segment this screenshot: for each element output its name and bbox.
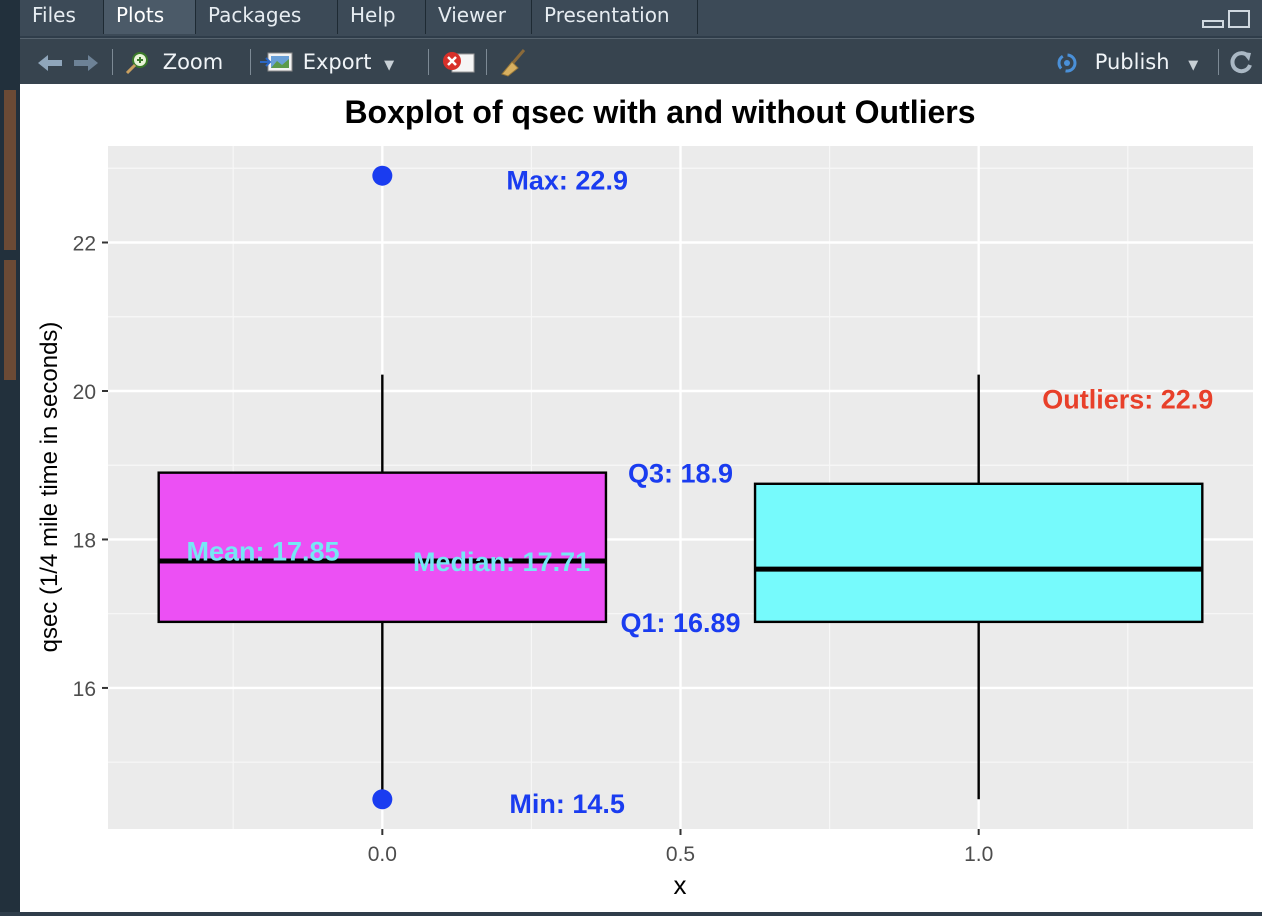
toolbar-separator [250,49,251,75]
pane-tab-bar: Files Plots Packages Help Viewer Present… [20,0,1262,36]
x-tick-label: 1.0 [964,843,993,866]
left-strip-decoration [4,90,16,250]
publish-label: Publish [1094,50,1170,74]
toolbar-separator [428,49,429,75]
tab-label: Packages [208,3,302,27]
annotation-label: Q1: 16.89 [620,608,740,638]
left-strip-decoration [4,260,16,380]
left-edge-strip [0,0,20,912]
forward-arrow-icon [74,55,98,71]
x-axis-label: x [674,870,687,900]
annotation-label: Mean: 17.85 [187,537,340,567]
maximize-icon[interactable] [1228,10,1250,28]
tab-label: Plots [116,3,165,27]
export-button[interactable]: Export ▼ [260,39,394,85]
annotations: Max: 22.9 Min: 14.5 Q3: 18.9 Q1: 16.89 Mean:… [187,165,1214,819]
toolbar-separator [1218,49,1219,75]
y-tick-label: 22 [73,233,96,256]
clear-plot-icon [443,52,475,73]
plot-toolbar: Zoom Export ▼ Publish ▼ [20,38,1262,85]
boxplot-chart: Boxplot of qsec with and without Outlier… [36,94,1253,900]
plot-viewport: Boxplot of qsec with and without Outlier… [20,84,1262,912]
tab-label: Help [350,3,396,27]
tab-help[interactable]: Help [338,0,426,34]
refresh-button[interactable] [1228,39,1254,85]
tab-packages[interactable]: Packages [196,0,338,34]
y-tick-label: 18 [73,529,96,552]
zoom-label: Zoom [162,50,224,74]
toolbar-separator [112,49,113,75]
chevron-down-icon: ▼ [384,58,395,73]
y-tick-label: 16 [73,678,96,701]
window-controls [1198,10,1250,32]
x-tick-label: 0.5 [666,843,695,866]
summary-point [372,165,393,186]
summary-points [372,165,393,810]
tab-files[interactable]: Files [20,0,104,34]
boxplots [157,374,1204,800]
boxplot-0 [157,374,608,800]
minimize-icon[interactable] [1202,20,1224,28]
toolbar-separator [486,49,487,75]
y-axis: 16 18 20 22 [73,233,108,701]
tab-viewer[interactable]: Viewer [426,0,532,34]
export-label: Export [302,50,372,74]
back-arrow-icon [38,55,62,71]
chevron-down-icon: ▼ [1188,58,1199,73]
zoom-button[interactable]: Zoom [124,39,223,85]
broom-icon [501,49,526,77]
tab-label: Files [32,3,76,27]
tab-label: Viewer [438,3,506,27]
annotation-label: Min: 14.5 [509,789,625,819]
annotation-label: Outliers: 22.9 [1042,384,1213,414]
forward-button[interactable] [72,39,100,85]
annotation-label: Median: 17.71 [413,547,590,577]
publish-icon [1057,53,1077,73]
y-tick-label: 20 [73,381,96,404]
y-axis-label: qsec (1/4 mile time in seconds) [36,322,63,653]
refresh-icon [1230,51,1252,74]
box [157,471,608,624]
annotation-label: Max: 22.9 [506,165,628,195]
tab-presentation[interactable]: Presentation [532,0,698,34]
publish-button[interactable]: Publish ▼ [1050,39,1198,85]
boxplot-1 [753,374,1204,800]
summary-point [372,789,393,810]
zoom-icon [125,52,148,75]
x-axis: 0.0 0.5 1.0 [368,829,993,866]
x-tick-label: 0.0 [368,843,397,866]
annotation-label: Q3: 18.9 [628,459,733,489]
tab-plots[interactable]: Plots [104,0,196,34]
back-button[interactable] [36,39,64,85]
export-icon [260,52,293,72]
chart-title: Boxplot of qsec with and without Outlier… [344,94,975,130]
clear-plot-button[interactable] [440,39,476,85]
box [753,482,1204,624]
clear-all-button[interactable] [498,39,530,85]
tab-label: Presentation [544,3,670,27]
